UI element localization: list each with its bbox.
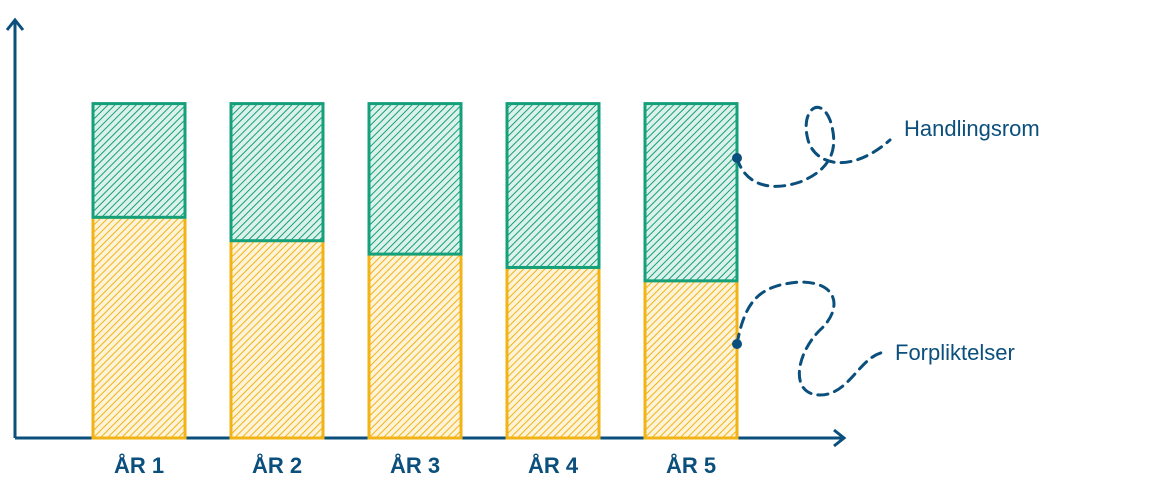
x-axis-arrow: [833, 428, 847, 448]
connector-dot: [732, 153, 742, 163]
bar-segment: [505, 102, 601, 269]
bar-segment: [505, 265, 601, 440]
series-label: Forpliktelser: [895, 340, 1015, 365]
connector-dot: [732, 339, 742, 349]
bar-segment: [367, 252, 463, 440]
bar-segment: [367, 102, 463, 256]
bar-segment: [643, 279, 739, 440]
x-tick-label: ÅR 3: [390, 452, 440, 478]
series-label: Handlingsrom: [904, 116, 1040, 141]
bar-segment: [229, 239, 325, 440]
bar-segment: [229, 102, 325, 243]
x-tick-label: ÅR 1: [114, 452, 164, 478]
connector: [735, 280, 887, 397]
bar-segment: [91, 102, 187, 219]
x-tick-label: ÅR 2: [252, 452, 302, 478]
y-axis-arrow: [5, 17, 25, 31]
bars: [91, 102, 739, 440]
connector: [735, 106, 892, 188]
bar-segment: [91, 215, 187, 440]
x-tick-label: ÅR 5: [666, 452, 716, 478]
bar-segment: [643, 102, 739, 283]
x-tick-label: ÅR 4: [528, 452, 579, 478]
